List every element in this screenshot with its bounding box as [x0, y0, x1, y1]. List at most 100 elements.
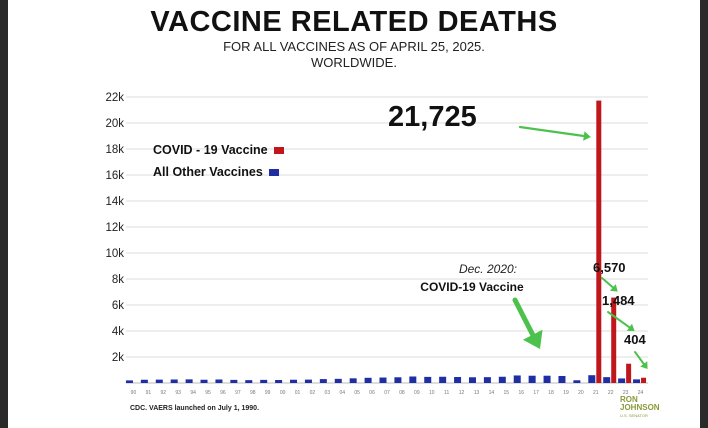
chart-title: VACCINE RELATED DEATHS: [150, 6, 558, 38]
x-tick-label: 09: [414, 390, 420, 396]
bar-other-vaccines: [513, 375, 521, 383]
bar-other-vaccines: [618, 378, 626, 383]
x-tick-label: 00: [280, 390, 286, 396]
chart-subtitle-line-1: FOR ALL VACCINES AS OF APRIL 25, 2025.: [223, 39, 485, 54]
bar-other-vaccines: [394, 377, 402, 383]
x-tick-label: 20: [578, 390, 584, 396]
x-tick-label: 15: [504, 390, 510, 396]
x-tick-label: 90: [131, 390, 137, 396]
arrow-head: [626, 323, 635, 331]
footnote: CDC. VAERS launched on July 1, 1990.: [130, 405, 260, 412]
chart-frame: VACCINE RELATED DEATHS FOR ALL VACCINES …: [8, 0, 700, 428]
bar-other-vaccines: [424, 376, 432, 383]
y-tick-label: 4k: [112, 326, 124, 338]
y-tick-label: 8k: [112, 274, 124, 286]
x-tick-label: 07: [384, 390, 390, 396]
x-tick-label: 23: [623, 390, 629, 396]
legend-item-other: All Other Vaccines: [153, 165, 279, 179]
bar-other-vaccines: [603, 377, 611, 383]
data-label-2022: 6,570: [593, 260, 626, 275]
x-tick-label: 16: [518, 390, 524, 396]
x-tick-label: 13: [474, 390, 480, 396]
ron-johnson-logo: RON JOHNSON U.S. SENATOR: [620, 396, 670, 424]
x-tick-label: 14: [489, 390, 495, 396]
bar-other-vaccines: [468, 377, 476, 383]
bar-other-vaccines: [588, 375, 596, 383]
bar-other-vaccines: [633, 379, 641, 383]
arrow-shaft: [634, 351, 645, 365]
bar-other-vaccines: [260, 379, 268, 383]
bar-other-vaccines: [498, 376, 506, 383]
x-tick-label: 06: [369, 390, 375, 396]
x-tick-label: 22: [608, 390, 614, 396]
y-tick-label: 12k: [105, 222, 124, 234]
logo-line-2: JOHNSON: [620, 403, 660, 412]
x-tick-label: 24: [638, 390, 644, 396]
x-tick-label: 92: [161, 390, 167, 396]
bar-other-vaccines: [543, 375, 551, 383]
chart-subtitle-line-2: WORLDWIDE.: [311, 55, 397, 70]
x-tick-label: 18: [548, 390, 554, 396]
x-tick-label: 91: [146, 390, 152, 396]
bar-covid-vaccine: [626, 363, 632, 383]
arrow-head: [583, 131, 591, 141]
y-tick-label: 10k: [105, 248, 124, 260]
x-tick-label: 96: [220, 390, 226, 396]
y-tick-label: 22k: [105, 92, 124, 104]
bar-other-vaccines: [200, 379, 208, 383]
bar-other-vaccines: [215, 379, 223, 383]
x-tick-label: 98: [250, 390, 256, 396]
arrow-dec-2020: [512, 297, 543, 349]
arrow-2023: [607, 311, 635, 331]
x-tick-label: 21: [593, 390, 599, 396]
arrow-shaft: [607, 311, 631, 329]
bar-other-vaccines: [483, 377, 491, 383]
bar-other-vaccines: [170, 379, 178, 383]
x-tick-label: 04: [339, 390, 345, 396]
legend-swatch-covid: [273, 146, 284, 154]
y-tick-label: 16k: [105, 170, 124, 182]
arrow-shaft: [601, 277, 614, 289]
x-tick-label: 02: [310, 390, 316, 396]
logo-line-3: U.S. SENATOR: [620, 413, 648, 418]
bar-other-vaccines: [185, 379, 193, 383]
annotation-covid-19-vaccine: COVID-19 Vaccine: [420, 280, 524, 294]
data-label-2024: 404: [624, 332, 646, 347]
arrow-2022: [601, 277, 618, 292]
x-tick-label: 12: [459, 390, 465, 396]
bar-other-vaccines: [140, 379, 148, 383]
legend-swatch-other: [268, 168, 279, 176]
bar-other-vaccines: [245, 380, 253, 383]
y-tick-label: 14k: [105, 196, 124, 208]
arrow-shaft: [518, 125, 585, 138]
x-tick-label: 95: [205, 390, 211, 396]
bar-other-vaccines: [275, 380, 283, 383]
arrow-head: [522, 329, 543, 349]
x-tick-label: 01: [295, 390, 301, 396]
x-tick-label: 08: [399, 390, 405, 396]
bar-other-vaccines: [319, 379, 327, 383]
x-tick-label: 11: [444, 390, 449, 396]
x-tick-label: 10: [429, 390, 435, 396]
bar-covid-vaccine: [596, 100, 602, 383]
x-tick-label: 19: [563, 390, 569, 396]
arrow-2024: [634, 351, 648, 369]
bar-other-vaccines: [304, 379, 312, 383]
data-label-2023: 1,484: [602, 293, 635, 308]
y-tick-label: 20k: [105, 118, 124, 130]
y-tick-label: 2k: [112, 352, 124, 364]
x-tick-label: 17: [533, 390, 539, 396]
x-tick-label: 94: [190, 390, 196, 396]
bar-other-vaccines: [454, 377, 462, 383]
x-tick-label: 03: [325, 390, 331, 396]
bar-other-vaccines: [230, 379, 238, 383]
bar-other-vaccines: [155, 379, 163, 383]
legend-label-other: All Other Vaccines: [153, 165, 263, 179]
bar-other-vaccines: [558, 375, 566, 383]
bar-covid-vaccine: [641, 377, 647, 383]
arrow-shaft: [512, 297, 536, 338]
bar-other-vaccines: [290, 379, 298, 383]
arrow-2021: [518, 125, 591, 141]
bar-covid-vaccine: [611, 297, 617, 383]
bar-other-vaccines: [125, 380, 133, 383]
